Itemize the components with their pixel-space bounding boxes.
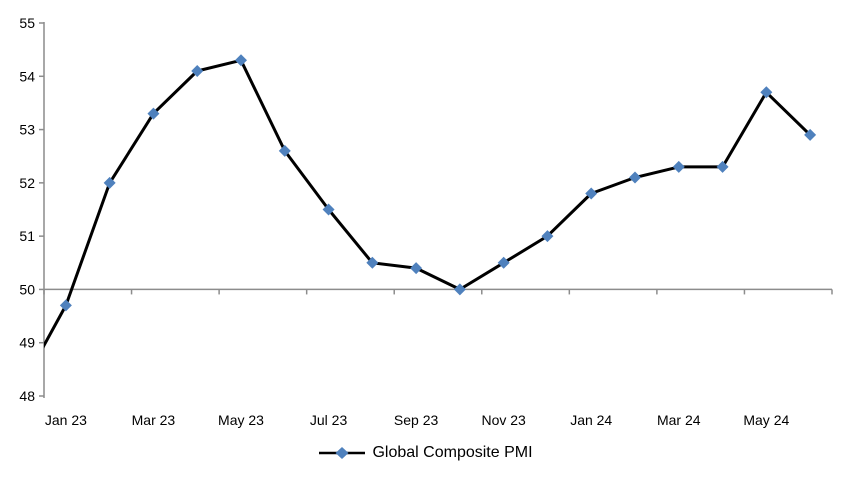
data-point-marker <box>716 160 729 173</box>
data-point-marker <box>453 283 466 296</box>
global-composite-pmi-line-chart: 48 49 50 51 52 53 54 55 Jan 23 Mar 23 May 23 Jul 23… <box>19 15 833 428</box>
data-point-marker <box>497 256 510 269</box>
y-tick-label: 48 <box>19 388 35 404</box>
x-tick-label: Jan 23 <box>45 412 87 428</box>
x-tick-label: Sep 23 <box>394 412 439 428</box>
y-tick-label: 50 <box>19 281 35 297</box>
series-line <box>44 58 812 349</box>
x-tick-label: Nov 23 <box>481 412 526 428</box>
data-point-marker <box>191 64 204 77</box>
y-tick-label: 49 <box>19 335 35 351</box>
data-point-marker <box>629 171 641 184</box>
y-tick-label: 51 <box>19 228 35 244</box>
data-point-marker <box>410 262 423 275</box>
y-tick-label: 52 <box>19 175 35 191</box>
x-tick-label: Jan 24 <box>570 412 612 428</box>
data-point-marker <box>760 86 773 99</box>
data-point-marker <box>322 203 335 216</box>
legend-diamond-marker <box>335 447 349 459</box>
data-point-marker <box>103 176 116 189</box>
data-point-marker <box>804 128 817 141</box>
series-group <box>44 54 817 349</box>
data-point-marker <box>585 187 598 200</box>
legend-label: Global Composite PMI <box>372 444 533 461</box>
data-point-marker <box>59 299 72 312</box>
y-tick-label: 55 <box>19 15 35 31</box>
data-point-marker <box>278 144 291 157</box>
legend: Global Composite PMI <box>0 441 852 465</box>
data-point-marker <box>541 230 554 243</box>
y-tick-label: 54 <box>19 68 35 84</box>
data-point-marker <box>147 107 160 120</box>
x-tick-label: Mar 24 <box>657 412 701 428</box>
data-point-marker <box>235 54 247 67</box>
x-tick-label: Mar 23 <box>132 412 176 428</box>
legend-line-diamond-icon <box>319 447 366 459</box>
x-tick-label: May 23 <box>218 412 264 428</box>
data-point-marker <box>672 160 685 173</box>
y-tick-label: 53 <box>19 122 35 138</box>
x-tick-label: Jul 23 <box>310 412 348 428</box>
x-tick-label: May 24 <box>743 412 789 428</box>
data-point-marker <box>366 256 379 269</box>
